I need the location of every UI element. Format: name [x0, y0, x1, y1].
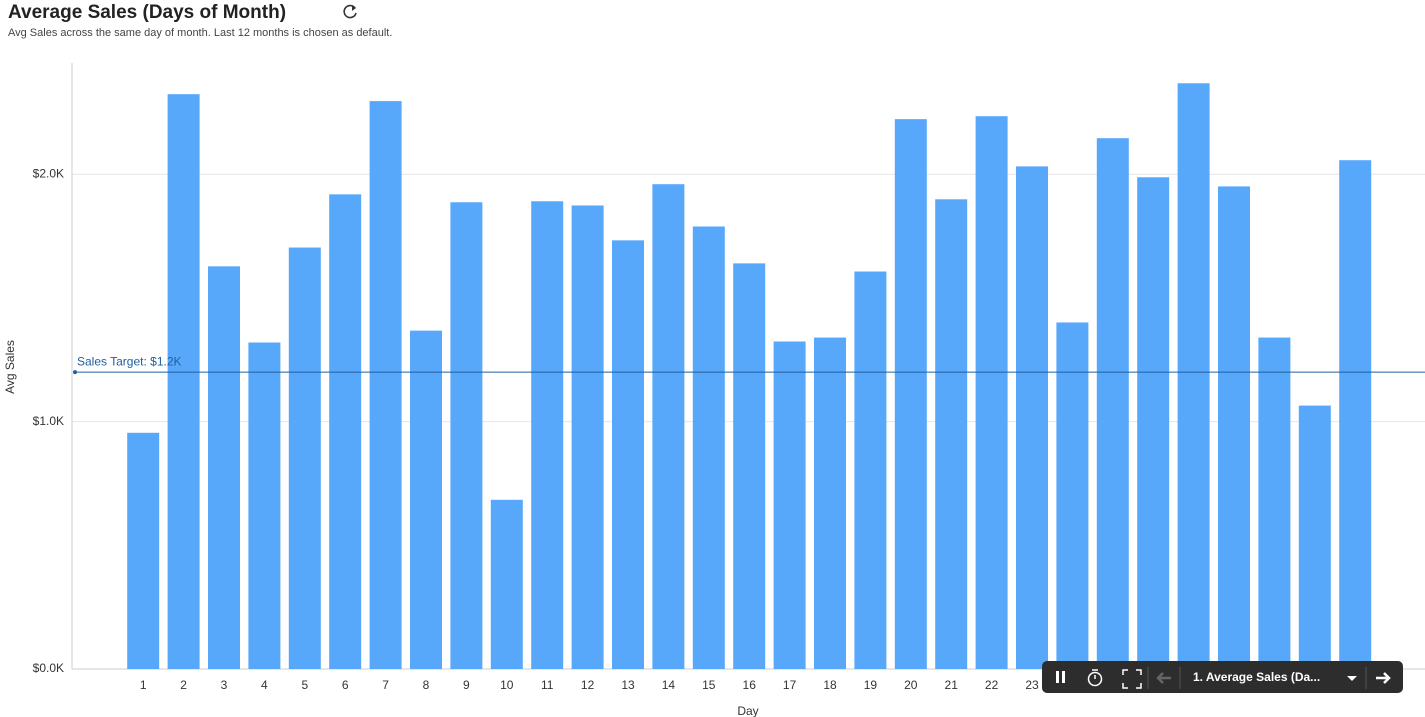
bar — [1258, 337, 1291, 669]
x-tick-label: 17 — [783, 678, 797, 692]
y-tick-label: $1.0K — [33, 414, 64, 428]
bar — [329, 194, 362, 669]
x-tick-label: 22 — [985, 678, 999, 692]
toolbar: 1. Average Sales (Da... — [1042, 661, 1403, 693]
bar — [167, 94, 200, 669]
bar — [935, 199, 968, 670]
x-tick-label: 9 — [463, 678, 470, 692]
reference-dot — [73, 370, 77, 375]
x-tick-label: 18 — [823, 678, 837, 692]
bar — [1137, 177, 1170, 669]
x-tick-label: 15 — [702, 678, 716, 692]
bar — [975, 116, 1008, 670]
bar — [127, 432, 160, 669]
bar — [490, 499, 523, 669]
bar — [733, 263, 766, 669]
pause-bar — [1062, 671, 1065, 683]
x-tick-label: 1 — [140, 678, 147, 692]
bar — [450, 202, 483, 669]
y-axis-label: Avg Sales — [3, 340, 17, 394]
x-tick-label: 6 — [342, 678, 349, 692]
bar — [1298, 405, 1331, 669]
x-tick-label: 12 — [581, 678, 595, 692]
dropdown-caret[interactable] — [1347, 676, 1357, 681]
toolbar-bg — [1042, 661, 1403, 693]
bar — [854, 271, 887, 669]
back-button[interactable] — [1156, 672, 1171, 684]
bar — [652, 184, 685, 669]
next-button[interactable] — [1376, 672, 1391, 684]
bar — [208, 266, 240, 669]
x-tick-label: 16 — [743, 678, 757, 692]
x-tick-label: 3 — [221, 678, 228, 692]
bar — [369, 101, 402, 669]
x-tick-label: 10 — [500, 678, 514, 692]
x-tick-label: 2 — [180, 678, 187, 692]
chart-subtitle: Avg Sales across the same day of month. … — [8, 27, 392, 39]
pause-bar — [1056, 671, 1059, 683]
x-tick-label: 19 — [864, 678, 878, 692]
bar — [814, 337, 846, 669]
x-tick-label: 13 — [621, 678, 635, 692]
bar — [1218, 186, 1250, 669]
bar — [1096, 138, 1129, 669]
pause-button[interactable] — [1056, 671, 1065, 683]
slide-selector[interactable]: 1. Average Sales (Da... — [1193, 670, 1320, 684]
chart-title: Average Sales (Days of Month) — [8, 2, 286, 23]
x-axis-label: Day — [737, 704, 758, 717]
bar — [692, 226, 725, 669]
reference-label: Sales Target: $1.2K — [77, 354, 182, 368]
x-tick-label: 11 — [541, 678, 554, 692]
bar — [1016, 166, 1048, 669]
bar — [1056, 322, 1089, 669]
bar — [1339, 160, 1372, 670]
bar — [248, 342, 281, 669]
bar — [410, 330, 442, 669]
bar — [894, 119, 927, 669]
bar — [612, 240, 644, 669]
y-tick-label: $2.0K — [33, 166, 64, 180]
x-tick-label: 5 — [301, 678, 308, 692]
timer-button[interactable] — [1087, 669, 1103, 687]
x-tick-label: 20 — [904, 678, 918, 692]
bar — [1177, 83, 1210, 669]
bar — [773, 341, 806, 669]
x-tick-label: 7 — [382, 678, 389, 692]
y-tick-label: $0.0K — [33, 661, 64, 675]
refresh-button[interactable] — [343, 4, 357, 19]
fullscreen-button[interactable] — [1122, 669, 1142, 689]
x-tick-label: 23 — [1025, 678, 1039, 692]
x-tick-label: 14 — [662, 678, 676, 692]
x-tick-label: 4 — [261, 678, 268, 692]
bar — [571, 205, 604, 669]
x-tick-label: 8 — [423, 678, 430, 692]
bar — [288, 247, 321, 669]
bar — [531, 201, 564, 669]
timer-icon — [1087, 671, 1103, 687]
x-tick-label: 21 — [945, 678, 959, 692]
